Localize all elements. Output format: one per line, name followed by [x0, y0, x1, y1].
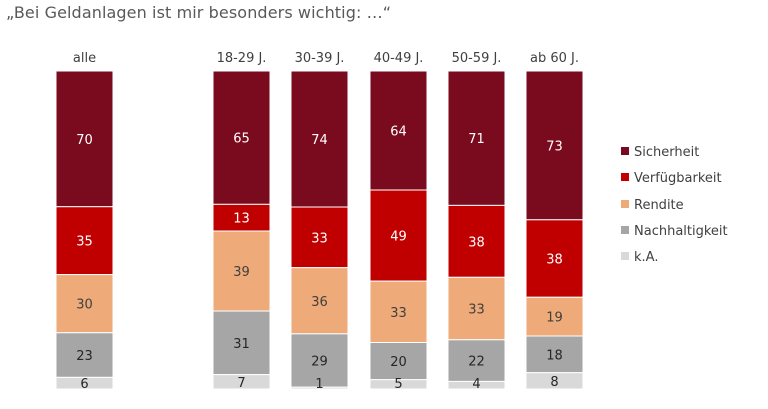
- value-label-verfuegbarkeit-18-29-j: 13: [233, 212, 250, 227]
- bar-segment-rendite-30-39-j: [290, 267, 349, 335]
- value-label-nachhaltigkeit-40-49-j: 20: [390, 355, 407, 370]
- value-label-verfuegbarkeit-30-39-j: 33: [311, 231, 328, 246]
- value-label-sicherheit-ab-60-j: 73: [546, 139, 563, 154]
- legend-swatch-sicherheit: [621, 147, 629, 155]
- category-label-30-39-j: 30-39 J.: [295, 51, 345, 66]
- value-label-rendite-18-29-j: 39: [233, 265, 250, 280]
- bar-segment-nachhaltigkeit-30-39-j: [290, 333, 349, 388]
- bar-segment-verfuegbarkeit-ab-60-j: [525, 219, 584, 298]
- bar-segment-k-a-ab-60-j: [525, 372, 584, 390]
- bar-segment-sicherheit-50-59-j: [447, 70, 506, 206]
- value-label-sicherheit-50-59-j: 71: [468, 132, 485, 147]
- category-label-alle: alle: [73, 51, 96, 66]
- legend-label-verfuegbarkeit: Verfügbarkeit: [634, 171, 722, 186]
- value-label-k-a-30-39-j: 1: [315, 377, 323, 392]
- bar-segment-sicherheit-18-29-j: [212, 70, 271, 205]
- legend-label-nachhaltigkeit: Nachhaltigkeit: [634, 224, 728, 239]
- value-label-verfuegbarkeit-ab-60-j: 38: [546, 253, 563, 268]
- category-label-50-59-j: 50-59 J.: [452, 51, 502, 66]
- bar-segment-verfuegbarkeit-18-29-j: [212, 203, 271, 232]
- value-label-k-a-alle: 6: [80, 377, 88, 392]
- bar-segment-verfuegbarkeit-30-39-j: [290, 206, 349, 269]
- category-label-40-49-j: 40-49 J.: [374, 51, 424, 66]
- value-label-sicherheit-40-49-j: 64: [390, 125, 407, 140]
- bar-segment-nachhaltigkeit-50-59-j: [447, 339, 506, 382]
- value-label-k-a-40-49-j: 5: [394, 377, 402, 392]
- value-label-rendite-40-49-j: 33: [390, 306, 407, 321]
- bar-segment-k-a-alle: [55, 376, 114, 390]
- value-label-rendite-50-59-j: 33: [468, 303, 485, 318]
- category-label-18-29-j: 18-29 J.: [217, 51, 267, 66]
- value-label-k-a-ab-60-j: 8: [550, 375, 558, 390]
- value-label-nachhaltigkeit-18-29-j: 31: [233, 337, 250, 352]
- bar-segment-nachhaltigkeit-40-49-j: [369, 342, 428, 381]
- value-label-rendite-alle: 30: [76, 298, 93, 313]
- value-label-nachhaltigkeit-30-39-j: 29: [311, 355, 328, 370]
- bars-group: alle 70 35 30 23 6 18-29 J. 65 13 39 31 7 30-39 J. 74…: [55, 51, 584, 392]
- bar-segment-k-a-30-39-j: [290, 386, 349, 390]
- bar-segment-nachhaltigkeit-alle: [55, 332, 114, 378]
- legend-label-k-a: k.A.: [634, 250, 658, 265]
- legend: Sicherheit Verfügbarkeit Rendite Nachhaltig…: [621, 145, 728, 265]
- value-label-k-a-18-29-j: 7: [237, 376, 245, 391]
- bar-segment-rendite-40-49-j: [369, 280, 428, 344]
- value-label-verfuegbarkeit-40-49-j: 49: [390, 230, 407, 245]
- legend-label-rendite: Rendite: [634, 198, 684, 213]
- value-label-sicherheit-alle: 70: [76, 133, 93, 148]
- value-label-rendite-30-39-j: 36: [311, 295, 328, 310]
- legend-swatch-rendite: [621, 200, 629, 208]
- value-label-sicherheit-18-29-j: 65: [233, 132, 250, 147]
- legend-swatch-nachhaltigkeit: [621, 226, 629, 234]
- bar-segment-k-a-40-49-j: [369, 379, 428, 390]
- value-label-nachhaltigkeit-alle: 23: [76, 349, 93, 364]
- legend-swatch-k-a: [621, 252, 629, 260]
- category-label-ab-60-j: ab 60 J.: [530, 51, 579, 66]
- value-label-rendite-ab-60-j: 19: [546, 311, 563, 326]
- bar-segment-rendite-alle: [55, 274, 114, 334]
- value-label-sicherheit-30-39-j: 74: [311, 133, 328, 148]
- value-label-verfuegbarkeit-50-59-j: 38: [468, 235, 485, 250]
- bar-segment-sicherheit-30-39-j: [290, 70, 349, 208]
- legend-label-sicherheit: Sicherheit: [634, 145, 699, 160]
- bar-segment-k-a-50-59-j: [447, 380, 506, 390]
- chart-title: „Bei Geldanlagen ist mir besonders wicht…: [6, 3, 392, 22]
- value-label-nachhaltigkeit-ab-60-j: 18: [546, 348, 563, 363]
- value-label-verfuegbarkeit-alle: 35: [76, 235, 93, 250]
- value-label-nachhaltigkeit-50-59-j: 22: [468, 355, 485, 370]
- value-label-k-a-50-59-j: 4: [472, 377, 480, 392]
- bar-segment-verfuegbarkeit-40-49-j: [369, 189, 428, 282]
- bar-segment-k-a-18-29-j: [212, 374, 271, 390]
- legend-swatch-verfuegbarkeit: [621, 173, 629, 181]
- bar-segment-sicherheit-ab-60-j: [525, 70, 584, 221]
- bar-segment-sicherheit-alle: [55, 70, 114, 208]
